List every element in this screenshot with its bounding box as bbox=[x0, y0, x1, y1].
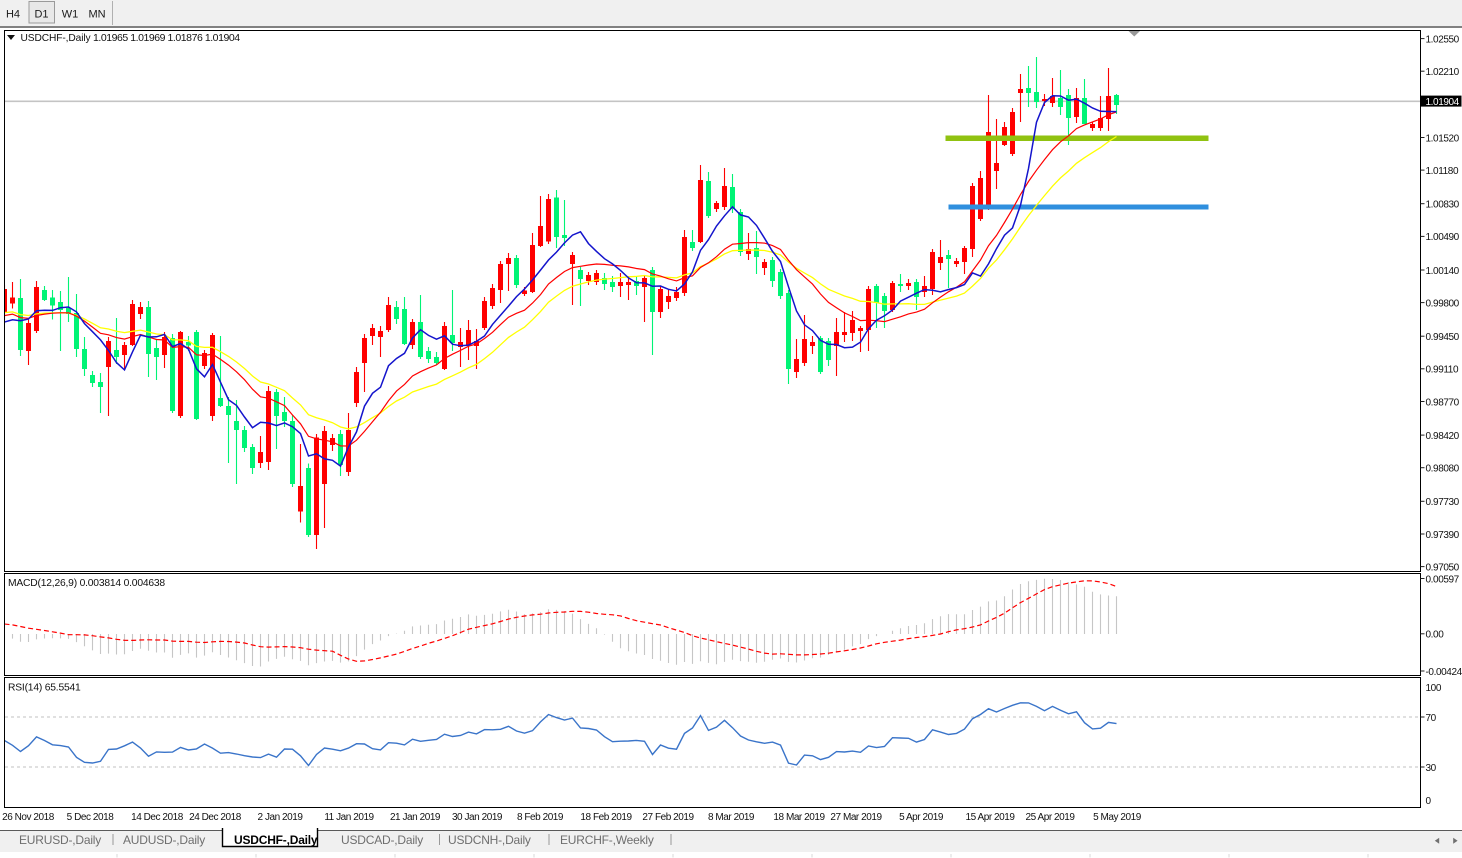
svg-text:21 Jan 2019: 21 Jan 2019 bbox=[390, 812, 441, 823]
svg-text:0.00597: 0.00597 bbox=[1426, 574, 1460, 585]
svg-text:RSI(14) 65.5541: RSI(14) 65.5541 bbox=[8, 683, 81, 694]
svg-text:0.97050: 0.97050 bbox=[1426, 562, 1460, 573]
svg-text:0.97730: 0.97730 bbox=[1426, 497, 1460, 508]
svg-text:0.98770: 0.98770 bbox=[1426, 397, 1460, 408]
svg-text:EURCHF-,Weekly: EURCHF-,Weekly bbox=[560, 833, 654, 847]
svg-text:W1: W1 bbox=[62, 9, 79, 21]
svg-text:70: 70 bbox=[1426, 713, 1437, 724]
svg-text:1.02210: 1.02210 bbox=[1426, 67, 1460, 78]
svg-text:0.99110: 0.99110 bbox=[1426, 365, 1459, 376]
svg-text:5 Dec 2018: 5 Dec 2018 bbox=[67, 812, 115, 823]
svg-text:2 Jan 2019: 2 Jan 2019 bbox=[258, 812, 304, 823]
svg-text:27 Feb 2019: 27 Feb 2019 bbox=[642, 812, 694, 823]
svg-text:18 Feb 2019: 18 Feb 2019 bbox=[580, 812, 632, 823]
svg-text:0: 0 bbox=[1426, 796, 1432, 807]
svg-text:14 Dec 2018: 14 Dec 2018 bbox=[131, 812, 184, 823]
svg-text:H4: H4 bbox=[6, 9, 20, 21]
svg-text:1.01965 1.01969 1.01876 1.0190: 1.01965 1.01969 1.01876 1.01904 bbox=[93, 32, 240, 44]
svg-text:5 May 2019: 5 May 2019 bbox=[1093, 812, 1142, 823]
svg-text:0.99800: 0.99800 bbox=[1426, 298, 1460, 309]
svg-text:0.98080: 0.98080 bbox=[1426, 464, 1460, 475]
svg-text:8 Feb 2019: 8 Feb 2019 bbox=[517, 812, 564, 823]
svg-text:24 Dec 2018: 24 Dec 2018 bbox=[189, 812, 242, 823]
svg-text:25 Apr 2019: 25 Apr 2019 bbox=[1026, 812, 1076, 823]
svg-text:MN: MN bbox=[88, 9, 105, 21]
svg-text:30 Jan 2019: 30 Jan 2019 bbox=[452, 812, 503, 823]
svg-text:1.01180: 1.01180 bbox=[1426, 166, 1459, 177]
svg-text:0.00: 0.00 bbox=[1426, 630, 1445, 641]
svg-text:1.01520: 1.01520 bbox=[1426, 133, 1460, 144]
svg-text:D1: D1 bbox=[34, 9, 48, 21]
svg-text:-0.004243: -0.004243 bbox=[1426, 667, 1462, 678]
svg-text:30: 30 bbox=[1426, 763, 1437, 774]
svg-text:18 Mar 2019: 18 Mar 2019 bbox=[773, 812, 825, 823]
svg-text:USDCAD-,Daily: USDCAD-,Daily bbox=[341, 833, 423, 847]
svg-text:0.97390: 0.97390 bbox=[1426, 530, 1460, 541]
svg-text:11 Jan 2019: 11 Jan 2019 bbox=[324, 812, 374, 823]
svg-text:27 Mar 2019: 27 Mar 2019 bbox=[830, 812, 882, 823]
svg-text:MACD(12,26,9) 0.003814 0.00463: MACD(12,26,9) 0.003814 0.004638 bbox=[8, 578, 165, 589]
svg-text:1.00490: 1.00490 bbox=[1426, 232, 1460, 243]
svg-text:5 Apr 2019: 5 Apr 2019 bbox=[899, 812, 944, 823]
svg-text:1.02550: 1.02550 bbox=[1426, 34, 1460, 45]
svg-text:15 Apr 2019: 15 Apr 2019 bbox=[966, 812, 1016, 823]
svg-text:1.00830: 1.00830 bbox=[1426, 200, 1460, 211]
svg-text:EURUSD-,Daily: EURUSD-,Daily bbox=[19, 833, 101, 847]
svg-text:USDCHF-,Daily: USDCHF-,Daily bbox=[21, 33, 92, 44]
svg-text:1.00140: 1.00140 bbox=[1426, 266, 1460, 277]
svg-text:AUDUSD-,Daily: AUDUSD-,Daily bbox=[123, 833, 205, 847]
svg-text:100: 100 bbox=[1426, 683, 1442, 694]
svg-text:26 Nov 2018: 26 Nov 2018 bbox=[2, 812, 55, 823]
svg-text:1.01904: 1.01904 bbox=[1426, 97, 1460, 108]
svg-text:USDCHF-,Daily: USDCHF-,Daily bbox=[234, 833, 318, 847]
svg-text:0.99450: 0.99450 bbox=[1426, 332, 1460, 343]
svg-text:0.98420: 0.98420 bbox=[1426, 431, 1460, 442]
svg-text:USDCNH-,Daily: USDCNH-,Daily bbox=[448, 833, 531, 847]
svg-text:8 Mar 2019: 8 Mar 2019 bbox=[708, 812, 755, 823]
